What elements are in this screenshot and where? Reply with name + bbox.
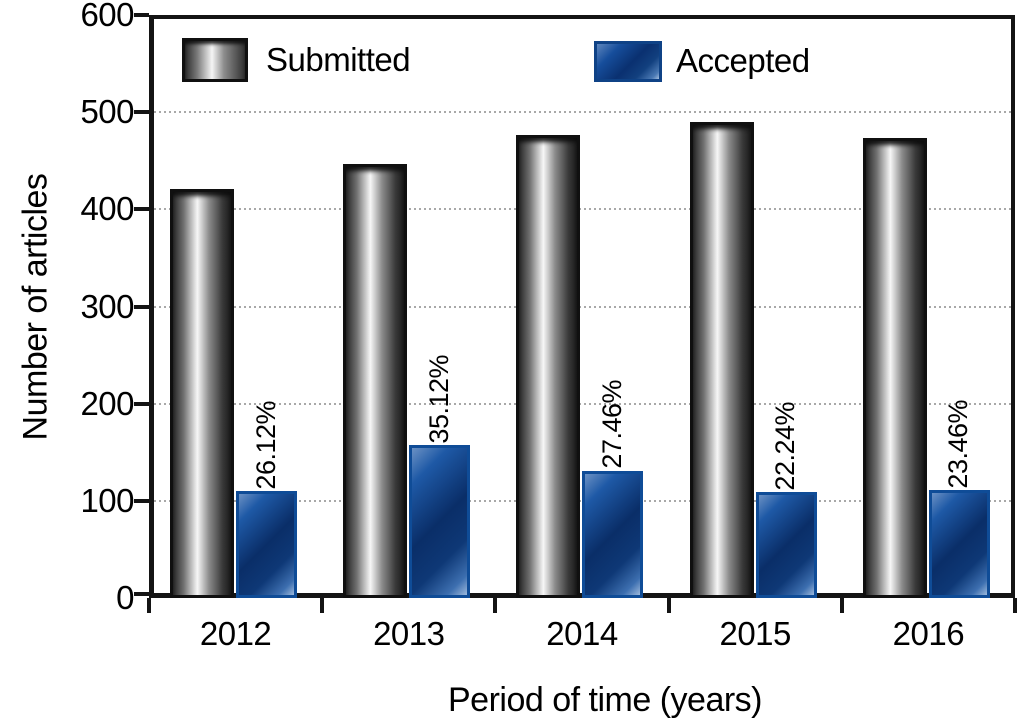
x-tick-1 (320, 598, 325, 613)
y-tick-500 (134, 110, 149, 115)
accepted-percent-label-2016: 23.46% (943, 399, 974, 489)
x-category-label-2016: 2016 (892, 615, 965, 652)
x-category-label-2014: 2014 (546, 615, 618, 652)
y-tick-label-0: 0 (116, 579, 134, 616)
bar-accepted-2016 (928, 490, 990, 598)
y-tick-200 (134, 401, 149, 406)
bar-accepted-2012 (236, 491, 297, 598)
bar-accepted-2015 (755, 492, 817, 598)
accepted-percent-label-2015: 22.24% (770, 401, 801, 491)
plot-area (149, 15, 1015, 598)
gridline-200 (154, 402, 1011, 405)
x-tick-4 (839, 598, 844, 613)
y-tick-0 (134, 592, 149, 596)
accepted-percent-label-2012: 26.12% (250, 400, 281, 490)
y-tick-label-400: 400 (80, 190, 134, 228)
bar-accepted-2013 (409, 445, 471, 598)
y-tick-300 (134, 304, 149, 309)
gridline-400 (154, 208, 1011, 211)
x-category-label-2012: 2012 (199, 615, 272, 652)
legend-submitted-label: Submitted (266, 41, 411, 78)
bar-submitted-2012 (170, 188, 234, 598)
legend-accepted-label: Accepted (676, 42, 810, 79)
y-tick-label-100: 100 (80, 481, 134, 519)
gridline-500 (154, 111, 1011, 114)
x-category-label-2015: 2015 (719, 615, 791, 652)
x-category-label-2013: 2013 (373, 615, 445, 652)
y-axis-title: Number of articles (16, 173, 55, 441)
y-tick-label-300: 300 (80, 287, 134, 325)
gridline-300 (154, 305, 1011, 308)
x-tick-2 (493, 598, 498, 613)
legend-submitted-swatch (182, 38, 248, 82)
x-tick-3 (666, 598, 671, 613)
y-tick-label-200: 200 (80, 384, 134, 422)
y-tick-100 (134, 498, 149, 503)
bar-submitted-2014 (516, 135, 581, 598)
y-tick-label-500: 500 (80, 93, 134, 131)
bar-accepted-2014 (582, 470, 644, 598)
accepted-percent-label-2014: 27.46% (596, 380, 627, 469)
x-axis-title: Period of time (years) (448, 681, 763, 719)
accepted-percent-label-2013: 35.12% (423, 354, 454, 444)
bar-submitted-2016 (862, 138, 927, 598)
x-tick-5 (1013, 598, 1017, 613)
bar-submitted-2013 (343, 163, 408, 598)
x-tick-0 (147, 598, 151, 613)
y-tick-600 (134, 13, 149, 17)
y-tick-400 (134, 207, 149, 212)
legend-accepted-swatch (594, 41, 662, 82)
y-tick-label-600: 600 (80, 0, 134, 33)
bar-submitted-2015 (689, 121, 754, 598)
